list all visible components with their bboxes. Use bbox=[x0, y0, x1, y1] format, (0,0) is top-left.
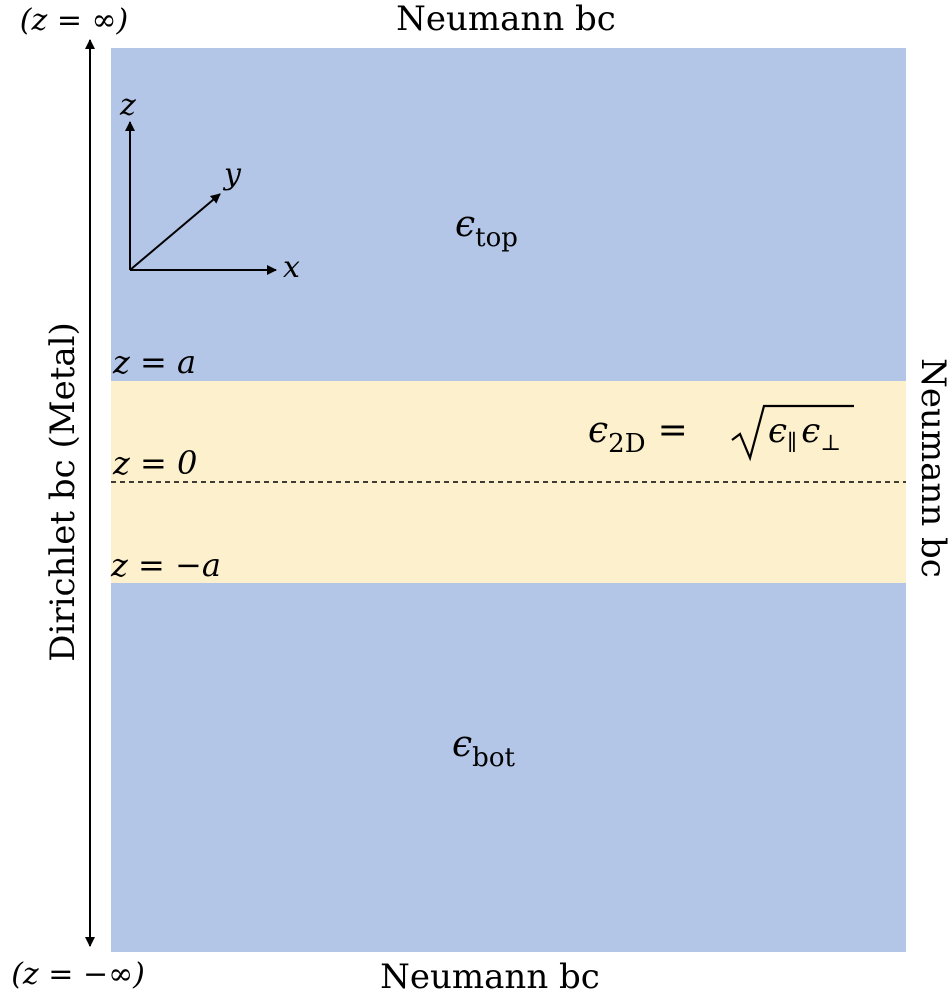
epsilon-bot-label: ϵbot bbox=[452, 724, 515, 773]
svg-text:ϵ∥ϵ⊥: ϵ∥ ϵ⊥ bbox=[768, 411, 841, 456]
left-boundary-label: Dirichlet bc (Metal) bbox=[43, 322, 83, 662]
sqrt-radical-icon bbox=[731, 404, 854, 462]
x-axis-label: x bbox=[283, 250, 300, 285]
svg-text:ϵ2D=: ϵ2D = bbox=[588, 410, 688, 459]
top-end-label: (z = ∞) bbox=[20, 3, 128, 38]
y-axis-label: y bbox=[222, 157, 242, 192]
top-boundary-label: Neumann bc bbox=[396, 0, 616, 39]
epsilon-2d-label: ϵ2D = ϵ∥ ϵ⊥ bbox=[588, 404, 854, 462]
level-z-0: z = 0 bbox=[112, 444, 197, 482]
bottom-end-label: (z = −∞) bbox=[11, 957, 145, 992]
level-z-a: z = a bbox=[112, 343, 196, 381]
level-z-minus-a: z = −a bbox=[110, 546, 221, 584]
y-axis-arrow bbox=[129, 193, 221, 271]
right-boundary-label: Neumann bc bbox=[913, 358, 950, 578]
epsilon-top-label: ϵtop bbox=[455, 204, 518, 253]
z-axis-label: z bbox=[119, 88, 136, 123]
bottom-boundary-label: Neumann bc bbox=[380, 957, 600, 993]
axes-glyph bbox=[125, 121, 277, 275]
bottom-dielectric-region bbox=[111, 583, 906, 952]
top-dielectric-region bbox=[111, 48, 906, 381]
